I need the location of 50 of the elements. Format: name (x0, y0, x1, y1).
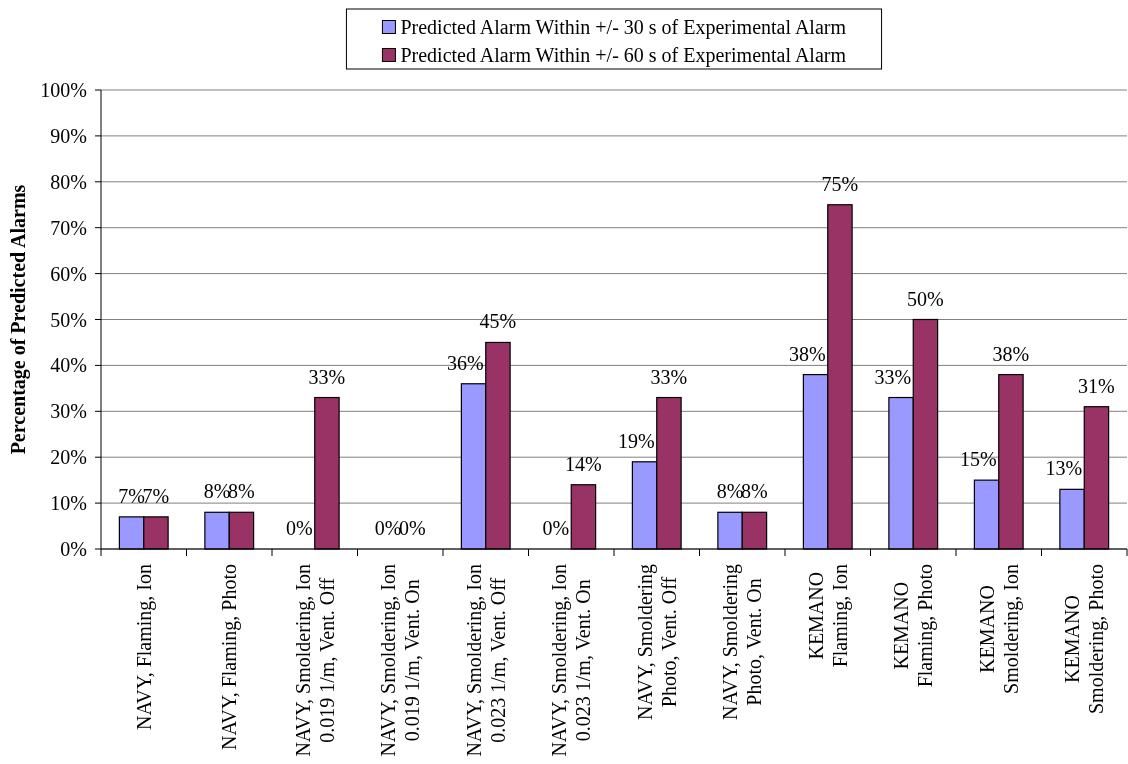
x-tick-label: NAVY, Smoldering, Ion 0.019 1/m, Vent. Off (291, 564, 338, 757)
y-tick-label: 60% (50, 262, 87, 285)
data-label: 8% (203, 480, 231, 503)
y-tick-label: 30% (50, 400, 87, 423)
y-axis-title: Percentage of Predicted Alarms (7, 184, 30, 455)
legend-label: Predicted Alarm Within +/- 60 s of Experimental Alarm (400, 44, 847, 67)
data-label: 14% (565, 452, 602, 475)
x-tick-label: KEMANO Smoldering, Photo (1061, 564, 1109, 715)
data-label: 7% (118, 484, 145, 507)
x-tick-label: NAVY, Flaming, Photo (218, 564, 242, 750)
x-tick-label: NAVY, Smoldering Photo, Vent. On (719, 564, 766, 720)
y-tick-label: 50% (50, 308, 87, 331)
data-label: 33% (650, 365, 688, 388)
x-tick-label: NAVY, Smoldering, Ion 0.019 1/m, Vent. On (377, 564, 424, 757)
y-tick-label: 100% (40, 79, 87, 101)
y-tick-label: 10% (50, 492, 87, 515)
y-tick-label: 40% (50, 354, 87, 377)
x-tick-label: KEMANO Flaming, Ion (804, 563, 852, 668)
data-label: 0% (374, 517, 402, 539)
data-label: 13% (1045, 457, 1083, 480)
data-label: 0% (286, 517, 313, 539)
x-tick-label: NAVY, Flaming, Ion (132, 564, 156, 730)
x-tick-label: NAVY, Smoldering, Ion 0.023 1/m, Vent. On (548, 564, 595, 757)
y-tick-label: 0% (60, 538, 87, 560)
data-label: 19% (618, 429, 655, 452)
data-label: 8% (716, 480, 744, 503)
y-tick-label: 20% (50, 446, 87, 469)
data-label: 36% (447, 351, 484, 374)
x-tick-label: KEMANO Flaming, Photo (890, 564, 938, 688)
x-tick-label: NAVY, Smoldering, Ion 0.023 1/m, Vent. Off (462, 564, 509, 757)
data-label: 45% (479, 310, 517, 333)
data-label: 38% (992, 342, 1030, 365)
x-tick-label: NAVY, Smoldering Photo, Vent. Off (633, 564, 680, 720)
y-tick-label: 90% (50, 124, 87, 147)
data-label: 15% (960, 448, 997, 471)
data-label: 50% (907, 287, 944, 310)
data-label: 31% (1078, 374, 1115, 397)
data-label: 7% (142, 484, 170, 507)
data-label: 38% (789, 342, 826, 365)
y-tick-label: 80% (50, 170, 87, 193)
legend-label: Predicted Alarm Within +/- 30 s of Experimental Alarm (400, 16, 847, 39)
data-label: 0% (542, 517, 570, 539)
data-label: 33% (874, 365, 912, 388)
data-label: 8% (741, 480, 768, 503)
data-label: 75% (821, 172, 859, 195)
data-label: 0% (399, 517, 426, 539)
y-tick-label: 70% (50, 216, 87, 239)
data-label: 33% (308, 365, 346, 388)
x-tick-label: KEMANO Smoldering, Ion (975, 564, 1023, 694)
data-label: 8% (228, 480, 255, 503)
